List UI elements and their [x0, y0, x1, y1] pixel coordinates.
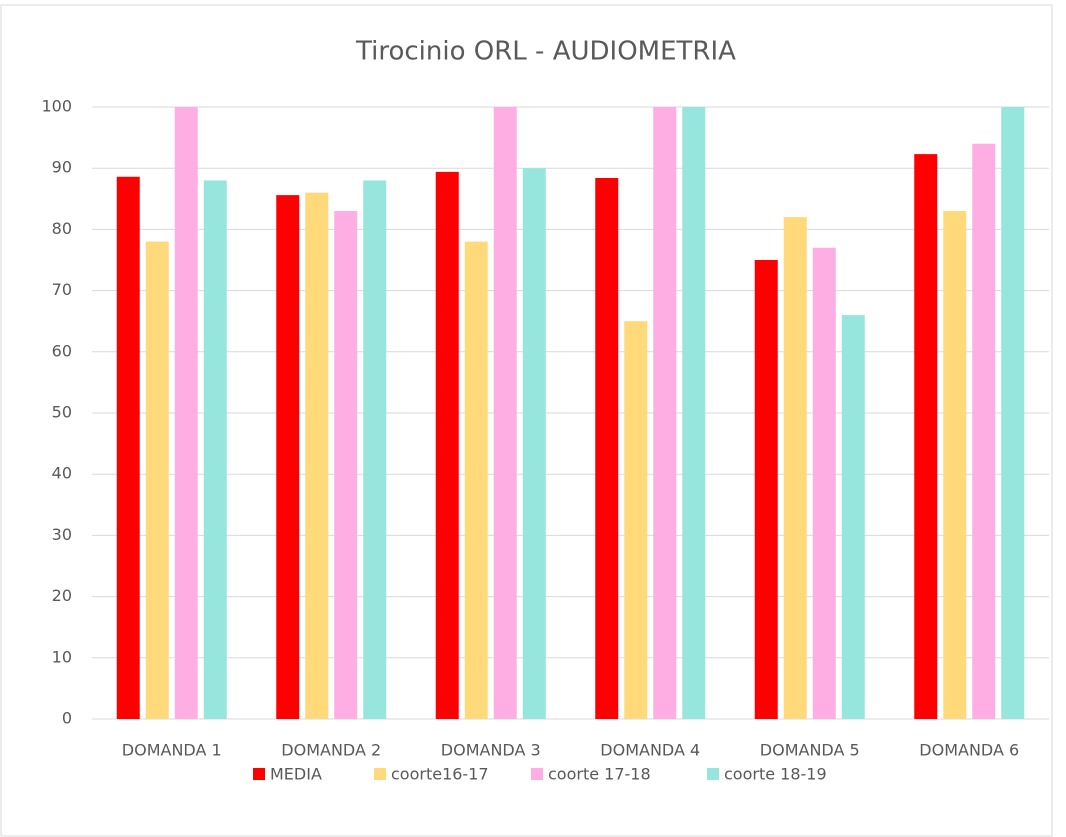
bar — [174, 107, 198, 719]
bar — [914, 154, 938, 719]
y-tick-label: 40 — [52, 464, 72, 483]
bar — [145, 241, 169, 719]
legend-swatch — [531, 768, 543, 780]
x-tick-label: DOMANDA 1 — [122, 741, 222, 760]
legend-swatch — [707, 768, 719, 780]
bar — [595, 177, 619, 719]
bar — [783, 217, 807, 719]
x-tick-label: DOMANDA 3 — [441, 741, 541, 760]
bar — [972, 143, 996, 720]
x-tick-label: DOMANDA 2 — [281, 741, 381, 760]
y-tick-label: 80 — [52, 219, 72, 238]
bar — [653, 107, 677, 719]
bar — [1001, 107, 1025, 719]
bar — [116, 176, 140, 719]
bar — [522, 168, 546, 719]
bar — [435, 171, 459, 719]
bar — [493, 107, 517, 719]
bar — [841, 315, 865, 719]
y-tick-label: 90 — [52, 158, 72, 177]
chart-title: Tirocinio ORL - AUDIOMETRIA — [355, 37, 736, 67]
legend-label: coorte 17-18 — [548, 765, 651, 784]
y-tick-label: 50 — [52, 403, 72, 422]
bar — [305, 192, 329, 719]
y-tick-label: 70 — [52, 280, 72, 299]
legend-label: coorte 18-19 — [724, 765, 827, 784]
bar — [363, 180, 387, 719]
bar — [624, 321, 648, 719]
bar — [464, 241, 488, 719]
y-tick-label: 30 — [52, 525, 72, 544]
legend-swatch — [374, 768, 386, 780]
bar — [276, 195, 300, 720]
y-tick-label: 20 — [52, 586, 72, 605]
y-tick-label: 10 — [52, 647, 72, 666]
bar — [812, 247, 836, 719]
bar — [682, 107, 706, 719]
x-tick-label: DOMANDA 4 — [600, 741, 700, 760]
y-tick-label: 100 — [41, 97, 72, 116]
legend-label: coorte16-17 — [391, 765, 489, 784]
y-tick-label: 60 — [52, 341, 72, 360]
bar — [334, 211, 358, 720]
bar — [203, 180, 227, 719]
bar — [754, 260, 778, 719]
x-tick-label: DOMANDA 6 — [919, 741, 1019, 760]
legend-swatch — [253, 768, 265, 780]
bar — [943, 211, 967, 720]
legend-label: MEDIA — [270, 765, 322, 784]
x-tick-label: DOMANDA 5 — [760, 741, 860, 760]
y-tick-label: 0 — [62, 709, 72, 728]
